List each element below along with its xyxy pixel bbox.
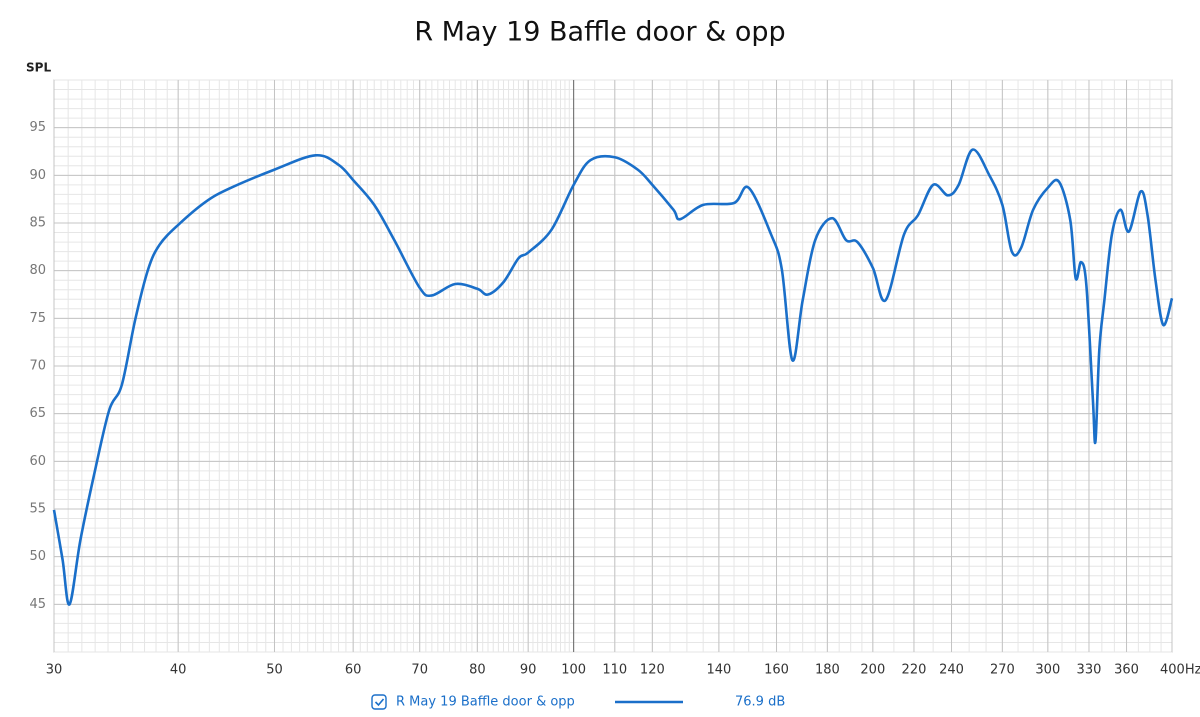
y-tick-label: 70 bbox=[29, 359, 46, 374]
x-tick-label: 330 bbox=[1077, 663, 1102, 678]
x-tick-label: 70 bbox=[411, 663, 428, 678]
x-tick-label: 90 bbox=[520, 663, 537, 678]
legend-label: R May 19 Baffle door & opp bbox=[396, 695, 575, 710]
x-tick-label: 240 bbox=[939, 663, 964, 678]
y-tick-label: 80 bbox=[29, 263, 46, 278]
x-tick-label: 110 bbox=[602, 663, 627, 678]
x-tick-label: 80 bbox=[469, 663, 486, 678]
x-tick-label: 160 bbox=[764, 663, 789, 678]
x-tick-label: 60 bbox=[345, 663, 362, 678]
y-tick-label: 90 bbox=[29, 168, 46, 183]
y-tick-label: 95 bbox=[29, 120, 46, 135]
y-tick-label: 85 bbox=[29, 216, 46, 231]
y-tick-label: 50 bbox=[29, 549, 46, 564]
x-tick-label: 400Hz bbox=[1160, 663, 1200, 678]
y-tick-label: 75 bbox=[29, 311, 46, 326]
x-tick-label: 40 bbox=[170, 663, 187, 678]
legend-checkmark bbox=[374, 698, 385, 707]
y-axis-label: SPL bbox=[26, 61, 51, 75]
line bbox=[52, 148, 1174, 606]
grid: 45 50 55 60 65 70 75 80 85 90 95 30 40 50 60 70 80 90 100 1… bbox=[29, 79, 1200, 678]
x-tick-label: 100 bbox=[561, 663, 586, 678]
x-tick-label: 220 bbox=[902, 663, 927, 678]
x-tick-label: 120 bbox=[640, 663, 665, 678]
x-tick-label: 140 bbox=[706, 663, 731, 678]
y-tick-label: 65 bbox=[29, 406, 46, 421]
y-tick-label: 55 bbox=[29, 502, 46, 517]
x-tick-label: 50 bbox=[266, 663, 283, 678]
y-tick-label: 60 bbox=[29, 454, 46, 469]
legend: R May 19 Baffle door & opp 76.9 dB bbox=[371, 694, 785, 710]
legend-checkbox bbox=[371, 694, 387, 710]
x-tick-label: 360 bbox=[1114, 663, 1139, 678]
y-tick-label: 45 bbox=[29, 597, 46, 612]
plot bbox=[52, 148, 1174, 606]
x-tick-label: 270 bbox=[990, 663, 1015, 678]
legend-value: 76.9 dB bbox=[735, 695, 785, 710]
x-tick-label: 200 bbox=[860, 663, 885, 678]
x-tick-label: 30 bbox=[46, 663, 63, 678]
chart-title: R May 19 Baffle door & opp bbox=[414, 17, 785, 48]
x-tick-label: 180 bbox=[815, 663, 840, 678]
x-tick-label: 300 bbox=[1035, 663, 1060, 678]
